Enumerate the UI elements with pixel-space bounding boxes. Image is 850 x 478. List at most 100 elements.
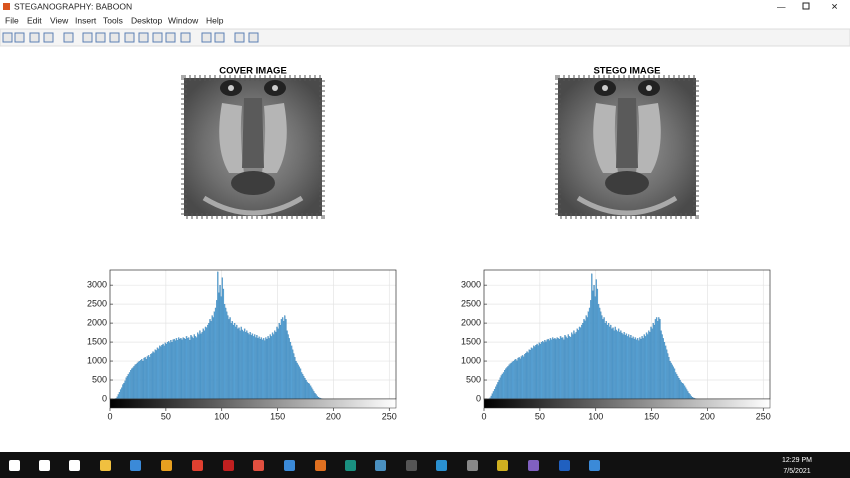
toolbar-button[interactable] [29, 32, 40, 43]
taskbar-icon[interactable] [467, 460, 478, 471]
histogram-bar [613, 330, 615, 400]
histogram-bar [655, 317, 658, 400]
histogram-bar [670, 362, 672, 400]
histogram-bar [169, 342, 171, 400]
histogram-bar [208, 323, 210, 400]
x-tick-label: 200 [700, 411, 715, 421]
y-tick-label: 3000 [461, 280, 481, 290]
histogram-bar [256, 335, 258, 400]
toolbar-button[interactable] [214, 32, 225, 43]
toolbar-button[interactable] [109, 32, 120, 43]
menu-item[interactable]: File [5, 15, 19, 25]
y-tick-label: 2500 [461, 299, 481, 309]
histogram-bar [673, 368, 676, 400]
toolbar-button[interactable] [124, 32, 135, 43]
histogram-bar [541, 341, 544, 400]
taskbar-icon[interactable] [69, 460, 80, 471]
histogram-bar [174, 340, 177, 400]
taskbar-icon[interactable] [192, 460, 203, 471]
histogram-bar [260, 337, 263, 400]
taskbar-icon[interactable] [100, 460, 111, 471]
y-tick-label: 1000 [87, 355, 107, 365]
taskbar-icon[interactable] [9, 460, 20, 471]
toolbar-button[interactable] [248, 32, 259, 43]
menu-item[interactable]: Window [168, 15, 199, 25]
toolbar-button[interactable] [82, 32, 93, 43]
taskbar-icon[interactable] [39, 460, 50, 471]
menu-item[interactable]: Tools [103, 15, 123, 25]
toolbar-button[interactable] [43, 32, 54, 43]
minimize-button[interactable]: — [777, 1, 786, 11]
histogram-bar [300, 372, 303, 400]
toolbar-button[interactable] [165, 32, 176, 43]
histogram-bar [161, 345, 163, 400]
menu-item[interactable]: Edit [27, 15, 42, 25]
toolbar-button[interactable] [95, 32, 106, 43]
x-tick-label: 100 [214, 411, 229, 421]
histogram-bar [591, 273, 593, 400]
histogram-bar [609, 326, 611, 400]
histogram-bar [236, 324, 238, 400]
histogram-bar [190, 335, 192, 400]
histogram-bar [550, 339, 553, 400]
histogram-bar [203, 330, 206, 400]
gray-scale-bar [109, 398, 397, 409]
taskbar-icon[interactable] [284, 460, 295, 471]
close-button[interactable]: ✕ [831, 1, 838, 11]
taskbar-icon[interactable] [559, 460, 570, 471]
taskbar-icon[interactable] [161, 460, 172, 471]
taskbar-icon[interactable] [497, 460, 508, 471]
histogram-bar [123, 382, 125, 400]
histogram-bar [491, 393, 494, 400]
histogram-bar [128, 372, 131, 400]
toolbar-button[interactable] [63, 32, 74, 43]
taskbar-icon[interactable] [223, 460, 234, 471]
toolbar-button[interactable] [2, 32, 13, 43]
histogram-bar [625, 333, 628, 400]
toolbar-button[interactable] [138, 32, 149, 43]
histogram-bar [191, 336, 193, 400]
taskbar-icon[interactable] [406, 460, 417, 471]
taskbar-icon[interactable] [528, 460, 539, 471]
histogram-bar [529, 349, 532, 400]
app-icon [3, 3, 10, 10]
histogram-bar [621, 332, 623, 400]
histogram-bar [265, 337, 267, 400]
toolbar-button[interactable] [201, 32, 212, 43]
histogram-bar [207, 324, 209, 400]
histogram-bar [235, 326, 237, 400]
histogram-bar [544, 340, 546, 400]
histogram-bar [666, 349, 668, 400]
histogram-bar [584, 320, 586, 400]
toolbar-button[interactable] [152, 32, 163, 43]
taskbar-icon[interactable] [375, 460, 386, 471]
taskbar-icon[interactable] [589, 460, 600, 471]
histogram-bar [527, 352, 529, 400]
menu-item[interactable]: Desktop [131, 15, 162, 25]
menu-item[interactable]: Insert [75, 15, 97, 25]
restore-button[interactable] [802, 2, 810, 10]
histogram-bar [674, 372, 677, 400]
histogram-bar [573, 330, 575, 400]
histogram-bar [518, 357, 520, 400]
taskbar-icon[interactable] [315, 460, 326, 471]
histogram-bar [682, 383, 685, 400]
histogram-bar [216, 300, 218, 400]
histogram-bar [175, 338, 178, 400]
histogram-bar [500, 375, 502, 400]
histogram-bar [246, 330, 248, 400]
histogram-bar [176, 340, 179, 400]
taskbar-icon[interactable] [130, 460, 141, 471]
toolbar-button[interactable] [234, 32, 245, 43]
histogram-bar [579, 327, 582, 400]
taskbar-icon[interactable] [345, 460, 356, 471]
y-tick-label: 1500 [87, 336, 107, 346]
toolbar-button[interactable] [180, 32, 191, 43]
x-tick-label: 0 [107, 411, 112, 421]
menu-item[interactable]: View [50, 15, 69, 25]
histogram-bar [182, 337, 184, 400]
taskbar-icon[interactable] [436, 460, 447, 471]
toolbar-button[interactable] [14, 32, 25, 43]
menu-item[interactable]: Help [206, 15, 224, 25]
taskbar-icon[interactable] [253, 460, 264, 471]
